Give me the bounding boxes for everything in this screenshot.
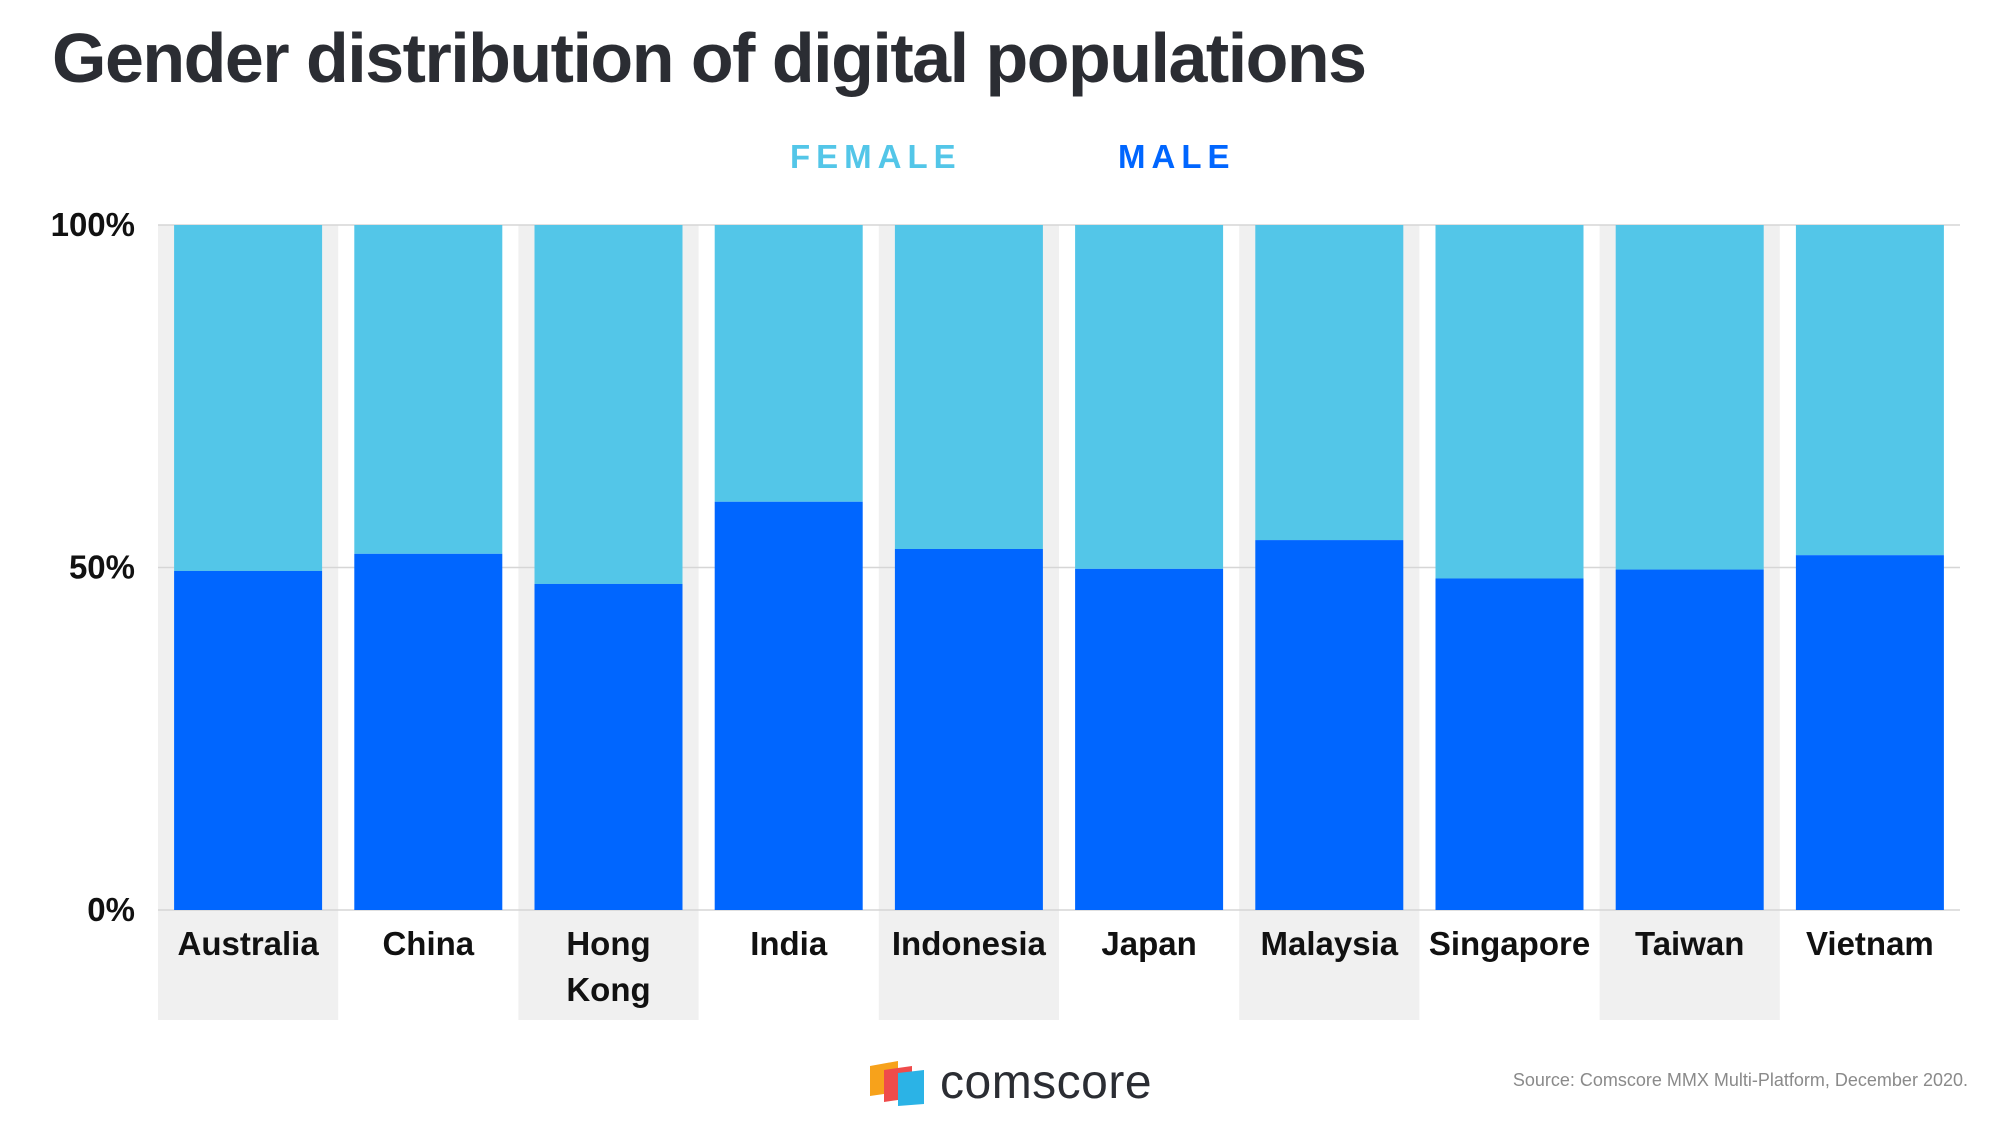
bar-male — [1255, 540, 1404, 910]
x-axis-categories: Australia China Hong Kong India Indonesia Japa… — [177, 925, 1933, 1008]
bar-male — [1795, 555, 1944, 910]
y-tick-label: 0% — [87, 891, 135, 928]
legend-item-female: FEMALE — [790, 138, 962, 175]
x-tick-label: Taiwan — [1635, 925, 1744, 962]
bars — [174, 225, 1944, 910]
bar-female — [1615, 225, 1764, 570]
x-tick-label: Singapore — [1429, 925, 1590, 962]
bar-male — [1435, 578, 1584, 910]
bar-male — [534, 583, 683, 910]
comscore-logo-icon — [870, 1060, 924, 1106]
bar-male — [714, 501, 863, 910]
comscore-brand: comscore — [868, 1055, 1152, 1110]
source-note: Source: Comscore MMX Multi-Platform, Dec… — [1512, 1070, 1968, 1090]
x-tick-label: Hong Kong — [566, 925, 650, 1008]
y-axis-ticks: 0% 50% 100% — [51, 206, 135, 928]
brand-name: comscore — [940, 1056, 1153, 1109]
bar-female — [174, 225, 323, 571]
bar-male — [894, 549, 1043, 910]
x-tick-label: Indonesia — [892, 925, 1047, 962]
legend-item-male: MALE — [1118, 138, 1236, 175]
bar-female — [534, 225, 683, 584]
bar-female — [1795, 225, 1944, 556]
bar-male — [1615, 569, 1764, 910]
bar-female — [1075, 225, 1224, 569]
bar-female — [714, 225, 863, 502]
chart-title: Gender distribution of digital populatio… — [52, 19, 1367, 97]
bar-male — [1075, 568, 1224, 910]
x-tick-label: Malaysia — [1261, 925, 1399, 962]
x-tick-label: India — [750, 925, 828, 962]
x-tick-label: Vietnam — [1806, 925, 1934, 962]
legend: FEMALE MALE — [790, 138, 1236, 175]
bar-male — [174, 570, 323, 910]
bar-female — [354, 225, 503, 554]
x-tick-label: Australia — [177, 925, 319, 962]
x-tick-label: Japan — [1101, 925, 1196, 962]
bar-male — [354, 553, 503, 910]
y-tick-label: 100% — [51, 206, 135, 243]
bar-female — [1435, 225, 1584, 579]
y-tick-label: 50% — [69, 549, 135, 586]
bar-female — [1255, 225, 1404, 541]
stacked-bar-chart: 0% 50% 100% Australia China Hong Kong India Ind… — [51, 138, 1960, 1020]
x-tick-label: China — [382, 925, 474, 962]
bar-female — [894, 225, 1043, 550]
